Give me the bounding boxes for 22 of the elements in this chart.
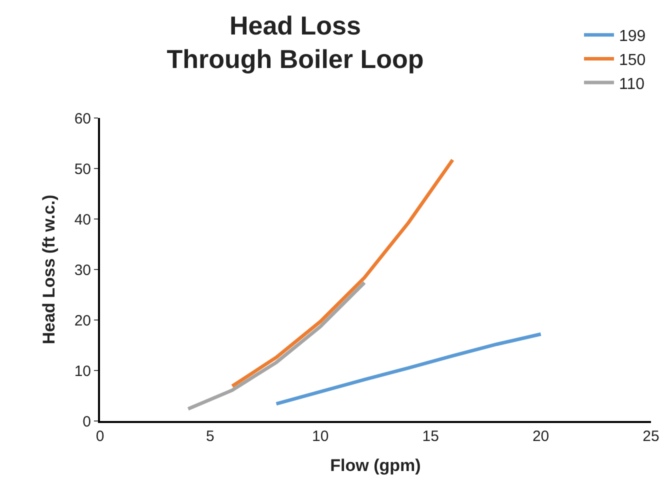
chart-title: Head Loss Through Boiler Loop [166,10,424,74]
y-tick-label: 10 [74,362,91,380]
y-tick-label: 60 [74,110,91,128]
x-tick-label: 0 [96,428,104,445]
x-tick-label: 10 [312,428,329,445]
legend-label: 150 [619,52,646,69]
legend-label: 199 [619,28,646,46]
x-tick-label: 25 [642,428,660,445]
x-axis-title: Flow (gpm) [330,456,421,475]
y-tick-label: 40 [74,211,91,228]
x-tick-label: 15 [422,428,439,445]
x-tick-label: 20 [532,428,550,445]
line-series [186,280,366,411]
y-tick-label: 0 [82,413,91,430]
line-series [230,158,454,388]
legend-label: 110 [619,76,645,93]
line-series [274,332,543,406]
y-tick-label: 30 [74,262,91,279]
x-tick-label: 5 [206,428,214,445]
y-tick-label: 50 [74,160,91,178]
y-tick-label: 20 [74,312,91,330]
y-axis-title: Head Loss (ft w.c.) [39,194,58,344]
